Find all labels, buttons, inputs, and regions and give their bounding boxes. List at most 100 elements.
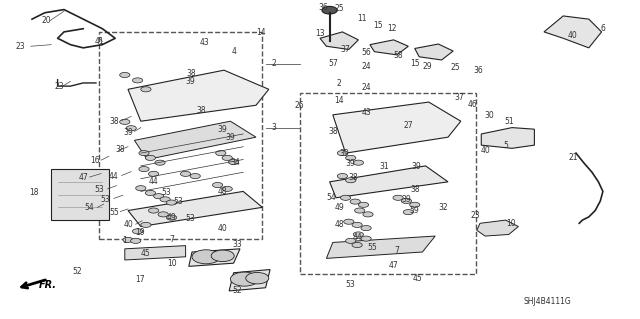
Text: 45: 45	[412, 274, 422, 283]
Text: 49: 49	[334, 204, 344, 212]
Text: 25: 25	[451, 63, 461, 72]
Text: 57: 57	[328, 59, 338, 68]
Text: 44: 44	[352, 233, 362, 242]
Text: 23: 23	[54, 82, 65, 91]
Text: 23: 23	[470, 211, 480, 220]
Text: 55: 55	[109, 208, 119, 217]
Polygon shape	[326, 236, 435, 258]
Circle shape	[346, 155, 356, 160]
Circle shape	[222, 155, 232, 160]
Circle shape	[353, 232, 364, 237]
Text: 40: 40	[123, 220, 133, 229]
Circle shape	[355, 208, 365, 213]
Text: 45: 45	[141, 249, 151, 258]
Circle shape	[160, 197, 170, 202]
Polygon shape	[544, 16, 602, 48]
Circle shape	[120, 72, 130, 78]
Text: 6: 6	[600, 24, 605, 33]
Polygon shape	[128, 70, 269, 121]
Circle shape	[154, 194, 164, 199]
Circle shape	[132, 229, 143, 234]
Text: 43: 43	[200, 38, 210, 47]
Text: 39: 39	[401, 195, 412, 204]
Circle shape	[361, 226, 371, 231]
Text: 2: 2	[271, 59, 276, 68]
Circle shape	[190, 174, 200, 179]
Text: 26: 26	[294, 101, 305, 110]
Circle shape	[410, 202, 420, 207]
Text: 3: 3	[271, 123, 276, 132]
Circle shape	[246, 272, 269, 284]
Polygon shape	[481, 128, 534, 148]
Text: FR.: FR.	[38, 279, 56, 290]
Text: 27: 27	[403, 121, 413, 130]
Polygon shape	[415, 44, 453, 60]
Text: 33: 33	[232, 240, 242, 249]
Circle shape	[145, 190, 156, 196]
Circle shape	[155, 160, 165, 165]
Circle shape	[166, 200, 177, 205]
Text: 59: 59	[410, 206, 420, 215]
Text: 53: 53	[346, 280, 356, 289]
Text: 1: 1	[122, 236, 127, 245]
Text: 12: 12	[387, 24, 396, 33]
Circle shape	[363, 212, 373, 217]
Text: 38: 38	[410, 185, 420, 194]
Circle shape	[132, 78, 143, 83]
Text: 2: 2	[337, 79, 342, 88]
Circle shape	[141, 222, 151, 227]
Circle shape	[139, 167, 149, 172]
Circle shape	[139, 151, 149, 156]
Text: 53: 53	[100, 195, 111, 204]
Text: 19: 19	[134, 228, 145, 237]
Circle shape	[148, 171, 159, 176]
Polygon shape	[333, 102, 461, 153]
Text: 47: 47	[78, 173, 88, 182]
Circle shape	[401, 198, 412, 204]
Polygon shape	[370, 40, 408, 55]
Text: 7: 7	[394, 246, 399, 255]
Text: 24: 24	[361, 63, 371, 71]
Circle shape	[211, 250, 234, 262]
Text: 17: 17	[134, 275, 145, 284]
Text: 54: 54	[326, 193, 337, 202]
Text: 18: 18	[29, 188, 38, 197]
Polygon shape	[51, 169, 109, 220]
Circle shape	[141, 87, 151, 92]
Text: 48: 48	[334, 220, 344, 229]
Circle shape	[145, 155, 156, 160]
Text: 58: 58	[393, 51, 403, 60]
Text: 53: 53	[161, 188, 172, 197]
Text: 10: 10	[166, 259, 177, 268]
Circle shape	[352, 242, 362, 248]
Circle shape	[337, 151, 348, 156]
Circle shape	[358, 202, 369, 207]
Circle shape	[180, 171, 191, 176]
Circle shape	[123, 237, 133, 242]
Circle shape	[346, 178, 356, 183]
Circle shape	[136, 186, 146, 191]
Circle shape	[337, 174, 348, 179]
Text: 38: 38	[186, 69, 196, 78]
Polygon shape	[330, 166, 448, 198]
Text: 10: 10	[506, 219, 516, 228]
Text: 44: 44	[109, 172, 119, 181]
Text: 53: 53	[173, 197, 183, 206]
Circle shape	[131, 238, 141, 243]
Text: 47: 47	[388, 261, 399, 270]
Polygon shape	[128, 191, 262, 226]
Circle shape	[120, 119, 130, 124]
Circle shape	[126, 126, 136, 131]
Circle shape	[361, 236, 371, 241]
Text: 53: 53	[94, 185, 104, 194]
Text: 20: 20	[41, 16, 51, 25]
Polygon shape	[125, 246, 186, 260]
Polygon shape	[477, 220, 518, 236]
Text: 39: 39	[186, 77, 196, 86]
Circle shape	[350, 199, 360, 204]
Polygon shape	[320, 32, 358, 49]
Text: 38: 38	[115, 145, 125, 154]
Text: 38: 38	[109, 117, 119, 126]
Text: 38: 38	[196, 106, 207, 115]
Text: 25: 25	[334, 4, 344, 13]
